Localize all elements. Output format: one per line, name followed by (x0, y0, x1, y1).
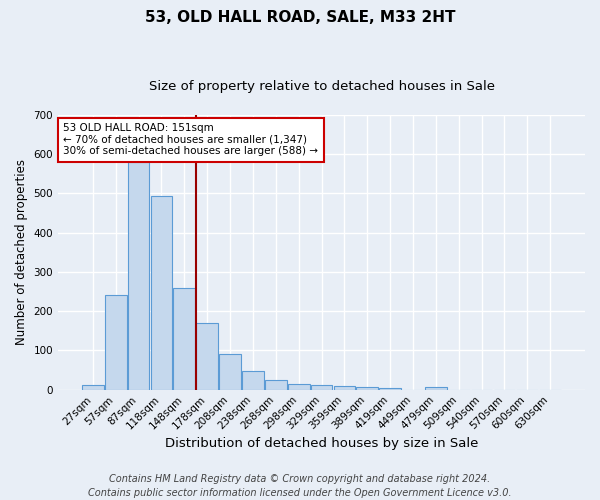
Bar (219, 354, 241, 390)
Bar (288, 384, 310, 390)
Bar (128, 162, 149, 390)
Bar (356, 388, 378, 390)
Bar (379, 388, 401, 390)
X-axis label: Distribution of detached houses by size in Sale: Distribution of detached houses by size … (165, 437, 478, 450)
Bar (196, 323, 218, 390)
Bar (425, 386, 447, 390)
Bar (311, 385, 332, 390)
Text: 53, OLD HALL ROAD, SALE, M33 2HT: 53, OLD HALL ROAD, SALE, M33 2HT (145, 10, 455, 25)
Text: Contains HM Land Registry data © Crown copyright and database right 2024.
Contai: Contains HM Land Registry data © Crown c… (88, 474, 512, 498)
Y-axis label: Number of detached properties: Number of detached properties (15, 160, 28, 346)
Title: Size of property relative to detached houses in Sale: Size of property relative to detached ho… (149, 80, 494, 93)
Bar (265, 380, 287, 390)
Bar (151, 196, 172, 390)
Bar (334, 386, 355, 390)
Text: 53 OLD HALL ROAD: 151sqm
← 70% of detached houses are smaller (1,347)
30% of sem: 53 OLD HALL ROAD: 151sqm ← 70% of detach… (64, 123, 319, 156)
Bar (173, 288, 195, 390)
Bar (242, 371, 264, 390)
Bar (105, 294, 127, 390)
Bar (82, 385, 104, 390)
